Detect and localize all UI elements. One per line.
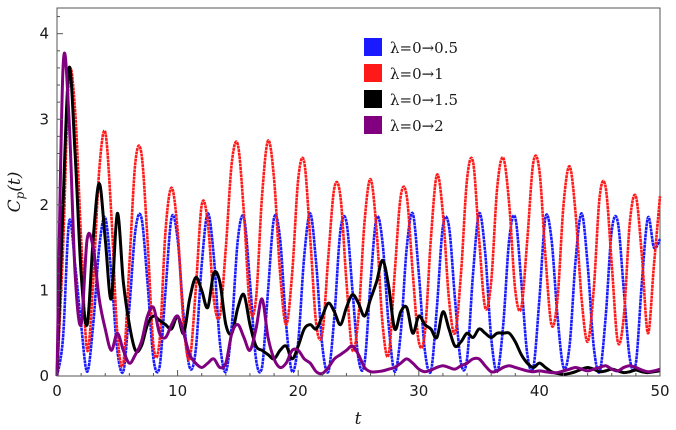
x-tick-label: 40: [530, 382, 549, 400]
legend-swatch: [364, 116, 382, 134]
y-tick-label: 0: [39, 367, 49, 385]
plot-frame: [56, 7, 661, 377]
legend: λ=0→0.5 λ=0→1 λ=0→1.5 λ=0→2: [364, 38, 458, 135]
series-line: [55, 67, 662, 377]
x-tick-label: 0: [52, 382, 62, 400]
y-axis-label-sub: p: [13, 191, 27, 199]
x-tick-label: 30: [409, 382, 428, 400]
legend-label: λ=0→2: [390, 117, 444, 135]
ticks-layer: 0 10 20 30 40 50 0 1 2 3 4: [39, 16, 670, 400]
y-tick-label: 3: [39, 110, 49, 128]
x-tick-label: 20: [289, 382, 308, 400]
series-line: [55, 51, 661, 377]
y-tick-label: 1: [39, 281, 49, 299]
y-tick-label: 4: [39, 25, 49, 43]
legend-swatch: [364, 64, 382, 82]
series-line: [55, 65, 661, 377]
y-axis-label-main: C: [5, 199, 25, 212]
legend-swatch: [364, 90, 382, 108]
series-line: [55, 211, 662, 377]
series-layer: [55, 51, 662, 377]
x-tick-label: 10: [168, 382, 187, 400]
y-axis-label: Cp(t): [5, 172, 27, 213]
y-axis-label-arg: (t): [5, 172, 25, 192]
x-axis-label: t: [355, 409, 362, 429]
legend-swatch: [364, 38, 382, 56]
legend-label: λ=0→0.5: [390, 39, 458, 57]
legend-label: λ=0→1.5: [390, 91, 458, 109]
x-tick-label: 50: [650, 382, 669, 400]
legend-label: λ=0→1: [390, 65, 444, 83]
y-tick-label: 2: [39, 196, 49, 214]
